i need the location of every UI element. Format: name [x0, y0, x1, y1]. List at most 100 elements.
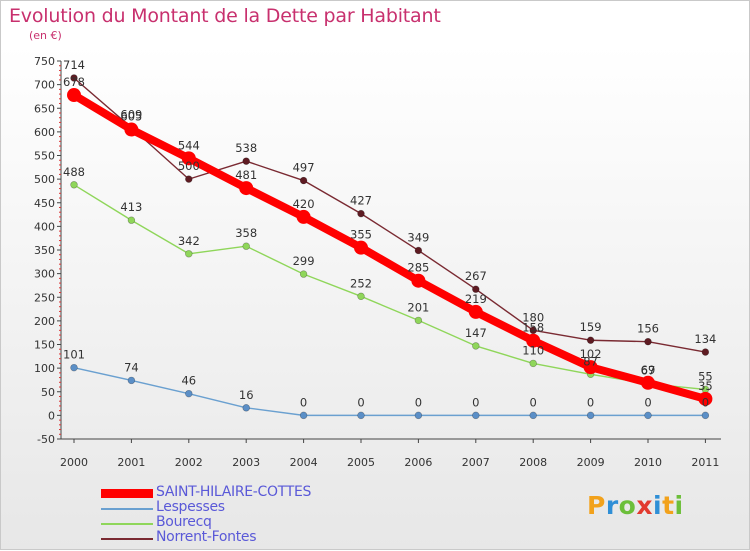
- legend-label: Bourecq: [156, 514, 212, 530]
- data-point: [242, 157, 250, 165]
- y-minor-tick: [59, 145, 61, 147]
- data-point: [472, 342, 480, 350]
- data-label: 427: [350, 194, 372, 208]
- series-line-bourecq: [73, 184, 707, 391]
- data-label: 609: [120, 108, 142, 122]
- y-minor-tick: [59, 216, 61, 218]
- y-tick-label: 650: [34, 102, 55, 115]
- y-minor-tick: [59, 150, 61, 152]
- data-point: [472, 411, 480, 420]
- data-label: 500: [178, 159, 200, 173]
- legend-swatch: [101, 507, 153, 510]
- x-tick-label: 2001: [117, 456, 145, 469]
- x-tick-label: 2004: [290, 456, 318, 469]
- data-label: 156: [637, 322, 659, 336]
- data-label: 358: [235, 226, 257, 240]
- y-minor-tick: [59, 93, 61, 95]
- data-label: 0: [415, 395, 422, 409]
- data-label: 87: [583, 354, 598, 368]
- y-minor-tick: [59, 140, 61, 142]
- y-minor-tick: [59, 353, 61, 355]
- legend-item: Lespesses: [101, 499, 501, 516]
- y-tick-label: 200: [34, 315, 55, 328]
- y-minor-tick: [59, 325, 61, 327]
- data-label: 413: [120, 200, 142, 214]
- y-minor-tick: [59, 254, 61, 256]
- y-tick-label: 300: [34, 268, 55, 281]
- y-minor-tick: [59, 400, 61, 402]
- x-tick-label: 2000: [60, 456, 88, 469]
- y-minor-tick: [59, 69, 61, 71]
- data-point: [185, 389, 193, 398]
- data-label: 69: [641, 363, 656, 377]
- y-minor-tick: [59, 136, 61, 138]
- data-point: [586, 336, 595, 344]
- data-label: 35: [698, 379, 713, 393]
- y-minor-tick: [59, 79, 61, 81]
- y-minor-tick: [59, 88, 61, 90]
- legend-label: SAINT-HILAIRE-COTTES: [156, 484, 312, 500]
- y-minor-tick: [59, 287, 61, 289]
- data-label: 101: [63, 348, 85, 362]
- y-minor-tick: [59, 339, 61, 341]
- data-point: [411, 273, 426, 288]
- data-point: [242, 242, 250, 250]
- y-minor-tick: [59, 112, 61, 114]
- y-tick-label: 600: [34, 126, 55, 139]
- data-point: [583, 360, 598, 375]
- data-point: [181, 151, 196, 166]
- y-minor-tick: [59, 410, 61, 412]
- y-tick-label: 0: [48, 409, 55, 422]
- data-point: [185, 175, 193, 183]
- y-minor-tick: [59, 263, 61, 265]
- data-point: [698, 391, 713, 406]
- y-minor-tick: [59, 282, 61, 284]
- data-point: [414, 411, 423, 420]
- y-minor-tick: [59, 240, 61, 242]
- data-point: [124, 122, 139, 137]
- y-minor-tick: [59, 164, 61, 166]
- data-point: [239, 181, 254, 196]
- data-label: 0: [472, 395, 479, 409]
- x-tick-label: 2010: [634, 456, 662, 469]
- chart-title: Evolution du Montant de la Dette par Hab…: [9, 5, 441, 27]
- y-tick-label: 400: [34, 220, 55, 233]
- x-tick-label: 2008: [519, 456, 547, 469]
- y-minor-tick: [59, 386, 61, 388]
- series-line-norrent-fontes: [73, 77, 707, 353]
- data-label: 0: [702, 395, 709, 409]
- data-label: 201: [407, 300, 429, 314]
- data-label: 46: [181, 374, 196, 388]
- data-point: [468, 304, 483, 319]
- data-label: 497: [293, 161, 315, 175]
- y-tick-label: 450: [34, 197, 55, 210]
- y-minor-tick: [59, 192, 61, 194]
- data-point: [414, 246, 423, 255]
- y-minor-tick: [59, 188, 61, 190]
- y-minor-tick: [59, 292, 61, 294]
- data-label: 219: [465, 292, 487, 306]
- y-minor-tick: [59, 433, 61, 435]
- y-minor-tick: [59, 230, 61, 232]
- x-tick-label: 2002: [175, 456, 203, 469]
- data-point: [701, 348, 710, 356]
- data-label: 134: [694, 332, 716, 346]
- legend-label: Norrent-Fontes: [156, 529, 257, 545]
- data-label: 67: [641, 364, 656, 378]
- y-minor-tick: [59, 348, 61, 350]
- data-label: 0: [530, 395, 537, 409]
- data-label: 544: [178, 138, 200, 152]
- legend-swatch: [101, 522, 153, 525]
- y-minor-tick: [59, 424, 61, 426]
- data-label: 420: [293, 197, 315, 211]
- data-point: [472, 285, 480, 293]
- y-minor-tick: [59, 235, 61, 237]
- data-label: 481: [235, 168, 257, 182]
- data-label: 0: [357, 395, 364, 409]
- proxiti-logo: Proxiti: [587, 491, 684, 520]
- data-point: [127, 216, 136, 224]
- data-point: [644, 337, 652, 346]
- data-point: [299, 270, 308, 278]
